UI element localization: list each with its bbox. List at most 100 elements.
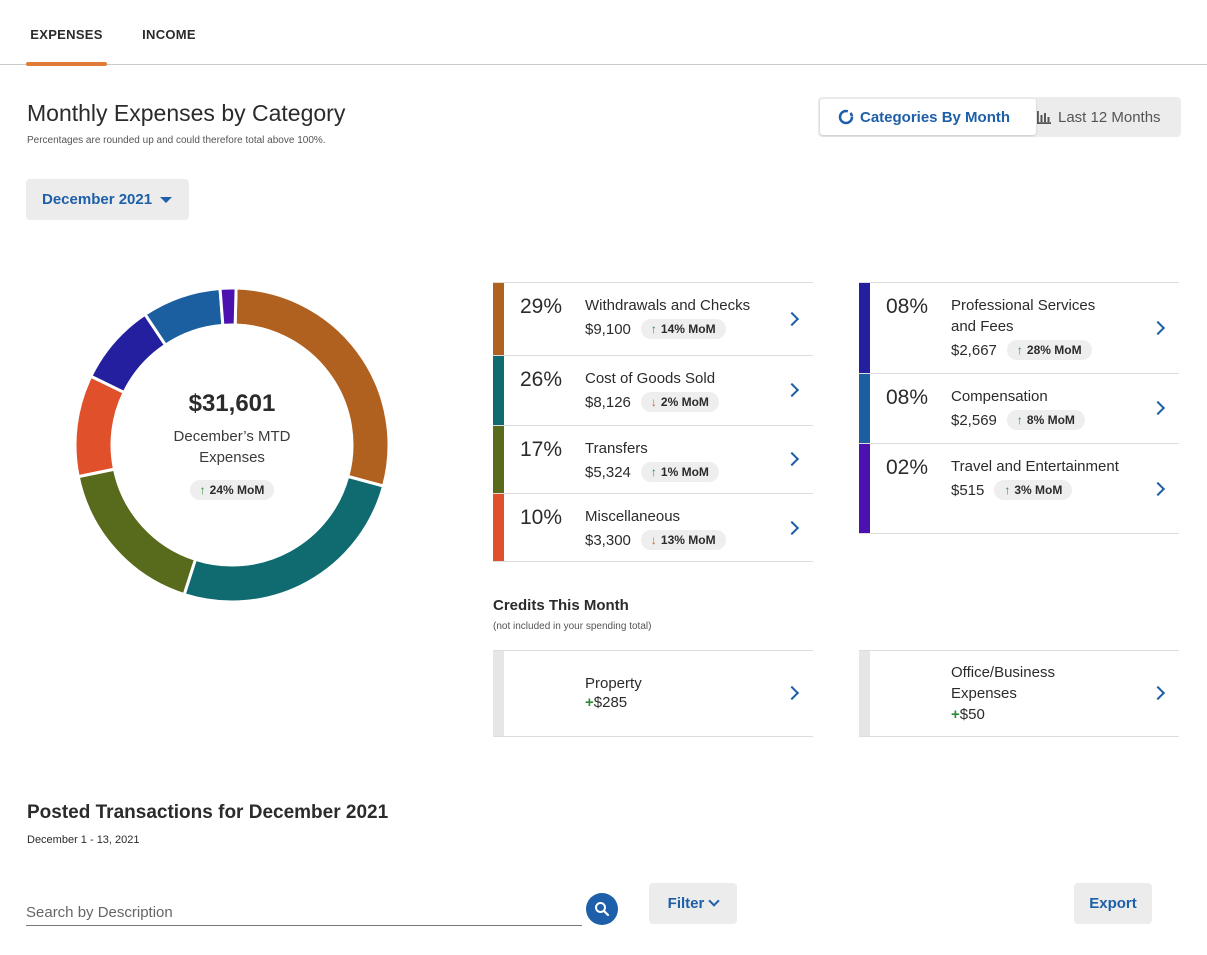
credit-body: Office/Business Expenses +$50: [951, 662, 1121, 723]
credit-card-property[interactable]: Property +$285: [493, 650, 813, 737]
chevron-right-icon: [784, 685, 800, 701]
tab-income[interactable]: INCOME: [142, 27, 196, 42]
total-expenses: $31,601: [188, 390, 276, 417]
category-amount: $2,569: [951, 411, 997, 429]
credit-card-office-business[interactable]: Office/Business Expenses +$50: [859, 650, 1179, 737]
chevron-right-icon: [1150, 400, 1166, 416]
category-body: Compensation $2,569 ↑ 8% MoM: [951, 386, 1151, 430]
bar-chart-icon: [1037, 111, 1051, 124]
category-body: Travel and Entertainment $515 ↑ 3% MoM: [951, 456, 1121, 500]
category-card[interactable]: 29% Withdrawals and Checks $9,100 ↑ 14% MoM: [493, 282, 813, 355]
plus-icon: +: [585, 694, 594, 711]
view-toggle: Categories By Month Last 12 Months: [818, 97, 1181, 137]
filter-label: Filter: [667, 895, 705, 912]
arrow-up-icon: ↑: [1004, 483, 1011, 497]
category-percent: 29%: [520, 295, 563, 318]
category-list-left: 29% Withdrawals and Checks $9,100 ↑ 14% MoM 2…: [493, 282, 813, 562]
category-percent: 10%: [520, 506, 563, 529]
category-card[interactable]: 26% Cost of Goods Sold $8,126 ↓ 2% MoM: [493, 355, 813, 425]
category-amount-line: $9,100 ↑ 14% MoM: [585, 319, 785, 339]
filter-button[interactable]: Filter: [649, 883, 737, 924]
category-card[interactable]: 08% Compensation $2,569 ↑ 8% MoM: [859, 373, 1179, 443]
category-amount: $3,300: [585, 531, 631, 549]
total-mom-text: 24% MoM: [209, 483, 265, 497]
credit-color-bar: [859, 651, 870, 736]
category-mom-text: 14% MoM: [660, 322, 716, 336]
category-mom-badge: ↑ 3% MoM: [994, 480, 1073, 500]
category-mom-badge: ↑ 1% MoM: [640, 462, 719, 482]
export-button[interactable]: Export: [1074, 883, 1152, 924]
credit-amount: +$50: [951, 706, 985, 723]
category-name: Miscellaneous: [585, 508, 681, 525]
category-mom-text: 13% MoM: [660, 533, 716, 547]
category-amount-line: $2,569 ↑ 8% MoM: [951, 410, 1151, 430]
arrow-up-icon: ↑: [1016, 343, 1023, 357]
search-input[interactable]: [26, 900, 582, 926]
category-amount-line: $5,324 ↑ 1% MoM: [585, 462, 785, 482]
category-body: Professional Services and Fees $2,667 ↑ 28%…: [951, 295, 1121, 360]
category-card[interactable]: 17% Transfers $5,324 ↑ 1% MoM: [493, 425, 813, 493]
category-body: Transfers $5,324 ↑ 1% MoM: [585, 438, 785, 482]
donut-chart-svg: [73, 286, 391, 604]
category-card[interactable]: 02% Travel and Entertainment $515 ↑ 3% MoM: [859, 443, 1179, 534]
category-amount-line: $8,126 ↓ 2% MoM: [585, 392, 785, 412]
last-12-months-button[interactable]: Last 12 Months: [1032, 99, 1179, 135]
month-dropdown[interactable]: December 2021: [26, 179, 189, 220]
donut-slice-travel-and-entertainment: [218, 286, 238, 327]
credit-amount: +$285: [585, 694, 628, 711]
chevron-right-icon: [1150, 320, 1166, 335]
category-body: Cost of Goods Sold $8,126 ↓ 2% MoM: [585, 368, 785, 412]
search-button[interactable]: [586, 893, 618, 925]
category-color-bar: [493, 356, 504, 425]
plus-icon: +: [951, 706, 960, 723]
category-mom-text: 8% MoM: [1026, 413, 1075, 427]
category-color-bar: [859, 283, 870, 373]
last-12-months-label: Last 12 Months: [1058, 108, 1161, 126]
category-mom-text: 1% MoM: [660, 465, 709, 479]
arrow-down-icon: ↓: [650, 533, 657, 547]
tab-expenses[interactable]: EXPENSES: [26, 26, 107, 66]
arrow-up-icon: ↑: [650, 322, 657, 336]
donut-icon: [838, 109, 854, 125]
arrow-up-icon: ↑: [1016, 413, 1023, 427]
category-color-bar: [493, 494, 504, 561]
credit-color-bar: [493, 651, 504, 736]
category-name: Cost of Goods Sold: [585, 370, 716, 387]
chevron-right-icon: [784, 520, 800, 535]
credits-subtitle: (not included in your spending total): [493, 621, 652, 632]
credits-title: Credits This Month: [493, 597, 629, 614]
page-title: Monthly Expenses by Category: [27, 100, 346, 126]
arrow-up-icon: ↑: [199, 483, 206, 497]
chevron-right-icon: [1150, 481, 1166, 496]
category-amount-line: $2,667 ↑ 28% MoM: [951, 340, 1121, 360]
category-color-bar: [493, 426, 504, 493]
category-amount: $8,126: [585, 393, 631, 411]
export-label: Export: [1089, 895, 1137, 912]
category-mom-text: 2% MoM: [660, 395, 709, 409]
posted-transactions-title: Posted Transactions for December 2021: [27, 802, 389, 823]
chevron-right-icon: [1150, 685, 1166, 701]
category-card[interactable]: 10% Miscellaneous $3,300 ↓ 13% MoM: [493, 493, 813, 562]
category-percent: 08%: [886, 295, 929, 318]
posted-transactions-date-range: December 1 - 13, 2021: [27, 834, 140, 846]
chevron-right-icon: [784, 382, 800, 398]
category-mom-badge: ↓ 13% MoM: [640, 530, 726, 550]
category-mom-text: 3% MoM: [1014, 483, 1063, 497]
page-subtitle: Percentages are rounded up and could the…: [27, 135, 326, 146]
category-name: Compensation: [951, 388, 1048, 405]
category-name: Withdrawals and Checks: [585, 297, 751, 314]
chevron-down-icon: [708, 895, 721, 907]
category-card[interactable]: 08% Professional Services and Fees $2,667 ↑…: [859, 282, 1179, 373]
arrow-down-icon: ↓: [650, 395, 657, 409]
category-body: Withdrawals and Checks $9,100 ↑ 14% MoM: [585, 295, 785, 339]
category-list-right: 08% Professional Services and Fees $2,667 ↑…: [859, 282, 1179, 534]
categories-by-month-button[interactable]: Categories By Month: [820, 99, 1036, 135]
total-expenses-label: December’s MTD Expenses: [173, 428, 291, 466]
credit-body: Property +$285: [585, 673, 642, 711]
category-color-bar: [859, 444, 870, 533]
search-icon: [595, 902, 610, 917]
credit-name: Property: [585, 675, 642, 692]
category-name: Travel and Entertainment: [951, 458, 1119, 475]
category-percent: 08%: [886, 386, 929, 409]
total-mom-badge: ↑ 24% MoM: [189, 480, 275, 500]
